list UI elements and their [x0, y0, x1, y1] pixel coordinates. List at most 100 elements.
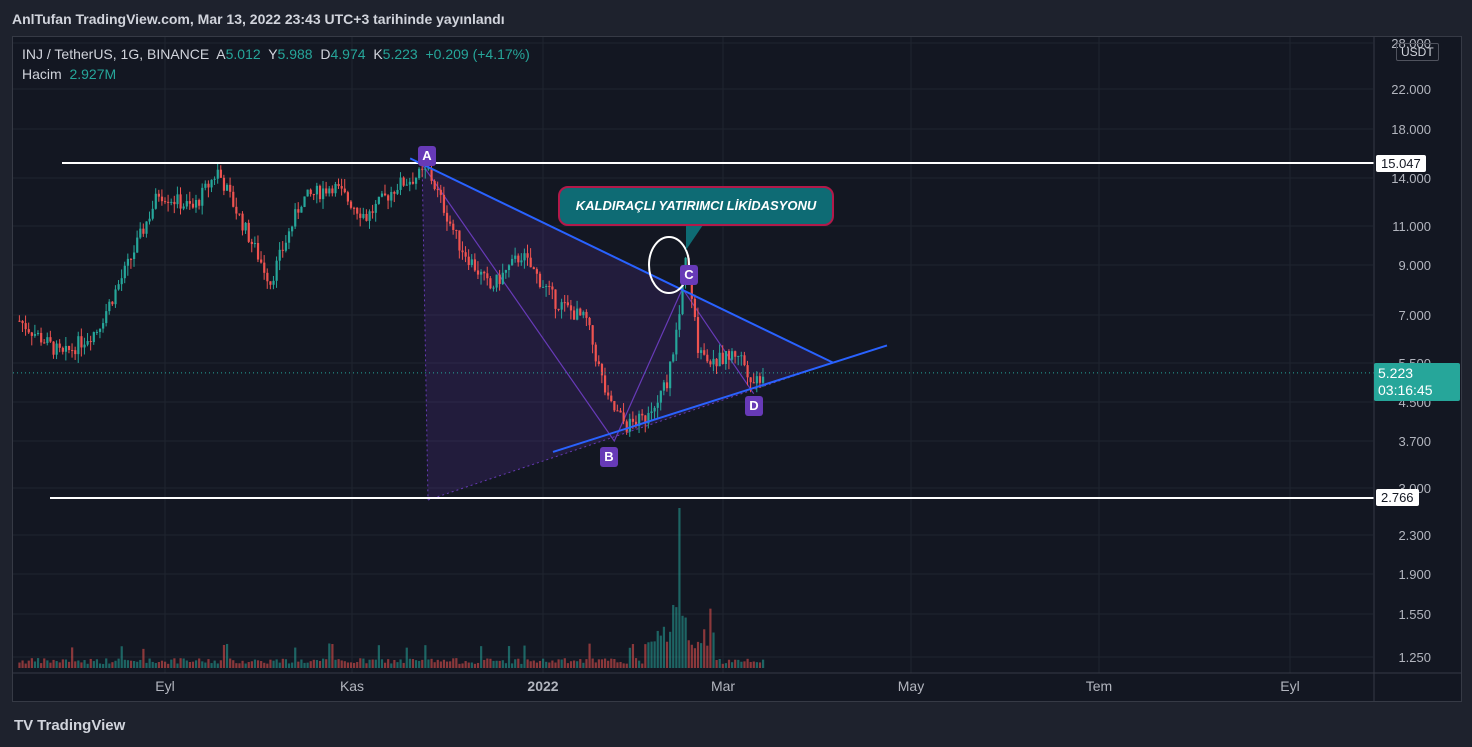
candle-body [377, 196, 380, 204]
pattern-point-d[interactable]: D [745, 396, 763, 416]
price-tick-label: 22.000 [1391, 82, 1431, 97]
volume-bar [349, 662, 353, 668]
candle-body [318, 185, 322, 200]
candle-body [297, 209, 300, 213]
candle-body [393, 191, 396, 194]
volume-bar [328, 643, 331, 668]
candle-body [724, 351, 728, 364]
volume-bar [182, 658, 185, 668]
volume-bar [514, 659, 517, 668]
candle-body [194, 199, 198, 208]
price-tick-label: 1.550 [1398, 607, 1431, 622]
volume-bar [139, 659, 142, 668]
candle-body [154, 193, 157, 209]
volume-bar [501, 660, 504, 668]
volume-bar [408, 658, 411, 668]
brand[interactable]: TV TradingView [14, 717, 125, 734]
pattern-area [422, 164, 833, 500]
candle-body [111, 301, 114, 305]
volume-bar [89, 658, 92, 668]
volume-bar [687, 640, 690, 668]
candle-body [607, 392, 610, 396]
candle-body [662, 382, 666, 391]
candle-body [749, 377, 752, 383]
candle-body [430, 168, 433, 181]
candle-body [49, 337, 52, 342]
volume-bar [504, 663, 508, 668]
volume-bar [287, 663, 291, 668]
price-tick-label: 7.000 [1398, 308, 1431, 323]
volume-bar [346, 662, 350, 668]
volume-bar [445, 661, 449, 668]
candle-body [95, 331, 99, 333]
candle-body [365, 213, 368, 221]
candle-body [331, 188, 334, 194]
candle-body [210, 179, 213, 188]
volume-bar [74, 661, 77, 668]
pattern-point-a[interactable]: A [418, 146, 436, 166]
volume-bar [318, 660, 322, 668]
candle-body [507, 265, 511, 271]
volume-bar [275, 659, 278, 668]
volume-bar [690, 644, 693, 668]
volume-bar [511, 663, 514, 668]
volume-bar [665, 641, 669, 668]
price-tick-label: 1.250 [1398, 650, 1431, 665]
volume-bar [340, 660, 343, 668]
price-tick-label: 9.000 [1398, 258, 1431, 273]
legend: INJ / TetherUS, 1G, BINANCE A5.012 Y5.98… [22, 44, 530, 84]
pattern-point-c[interactable]: C [680, 265, 698, 285]
callout-box[interactable]: KALDIRAÇLI YATIRIMCI LİKİDASYONU [558, 186, 834, 226]
brand-name: TradingView [37, 717, 126, 734]
candle-body [204, 183, 207, 188]
candle-body [449, 221, 452, 224]
candle-body [656, 402, 659, 408]
volume-bar [424, 645, 427, 668]
candle-body [92, 332, 95, 343]
upper-trendline [409, 157, 834, 364]
volume-bar [83, 660, 86, 668]
volume-bar [461, 663, 464, 668]
currency-badge[interactable]: USDT [1396, 43, 1439, 61]
symbol-label[interactable]: INJ / TetherUS, 1G, BINANCE [22, 46, 210, 62]
volume-bar [421, 659, 424, 668]
candle-body [727, 351, 731, 360]
candle-body [126, 258, 130, 266]
candle-body [715, 358, 718, 367]
candle-body [225, 184, 229, 191]
volume-label[interactable]: Hacim [22, 66, 62, 82]
volume-bar [557, 659, 560, 668]
candle-body [52, 341, 55, 355]
pattern-edge [427, 362, 834, 501]
candle-body [229, 184, 232, 192]
candle-body [74, 350, 77, 355]
candle-body [569, 305, 573, 311]
high-value: 5.988 [277, 46, 313, 62]
volume-bar [256, 660, 260, 668]
candle-body [427, 168, 430, 170]
volume-bar [734, 659, 737, 668]
price-tick-label: 2.300 [1398, 528, 1431, 543]
volume-bar [67, 661, 71, 668]
volume-bar [247, 662, 250, 668]
candle-body [681, 282, 684, 315]
volume-bar [238, 663, 241, 668]
candle-body [718, 352, 721, 367]
candle-body [752, 382, 755, 384]
candle-body [291, 226, 294, 232]
volume-bar [405, 647, 408, 668]
volume-bar [325, 659, 328, 668]
drawn-lines [13, 157, 1374, 499]
volume-bar [334, 659, 337, 668]
candle-body [55, 343, 58, 355]
volume-bar [526, 659, 529, 668]
candle-body [408, 181, 411, 185]
volume-bar [399, 659, 402, 668]
volume-bar [362, 658, 365, 668]
volume-bar [572, 660, 576, 668]
open-label: A [216, 46, 226, 62]
candle-body [483, 271, 486, 274]
candle-body [58, 343, 61, 348]
pattern-point-b[interactable]: B [600, 447, 618, 467]
